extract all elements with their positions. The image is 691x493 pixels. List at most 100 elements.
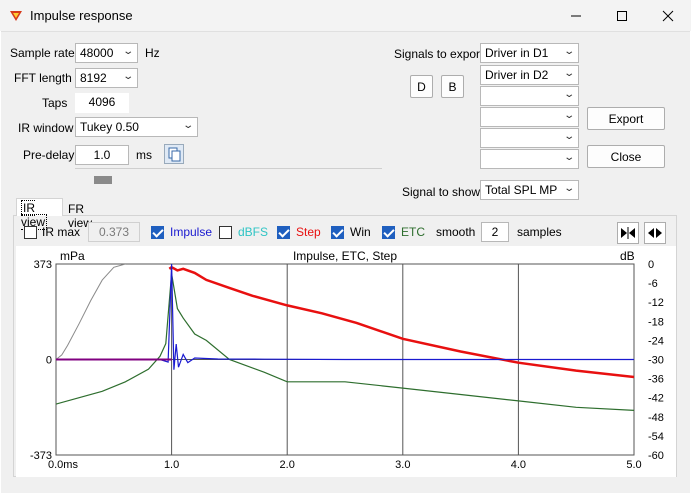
chevron-down-icon: ⌄ [562,110,575,121]
chevron-down-icon: ⌄ [562,152,575,163]
y-right-tick-label: -54 [648,431,664,443]
chevron-down-icon: ⌄ [562,68,575,79]
window-title: Impulse response [30,8,133,23]
y-right-tick-label: -24 [648,335,664,347]
taps-label: Taps [42,96,68,110]
maximize-button[interactable] [599,0,645,31]
signal-to-show-value: Total SPL MP [485,183,558,197]
fft-length-value: 8192 [80,71,107,85]
export-signal-select-1[interactable]: Driver in D1 ⌄ [480,43,579,63]
export-signal-select-5[interactable]: ⌄ [480,128,579,148]
y-right-tick-label: -42 [648,393,664,405]
ir-max-label: IR max [42,225,81,239]
dbfs-checkbox[interactable] [219,226,232,239]
signal-to-show-select[interactable]: Total SPL MP ⌄ [480,180,579,200]
y-left-tick-label: 0 [46,355,52,367]
minimize-icon [571,15,581,16]
series-win-line [56,264,126,360]
series-step-line [168,265,634,379]
app-icon [8,8,24,24]
fft-length-select[interactable]: 8192 ⌄ [75,68,138,88]
x-tick-label: 5.0 [626,459,641,471]
sample-rate-select[interactable]: 48000 ⌄ [75,43,138,63]
signal-to-show-label: Signal to show [402,185,481,199]
chevron-down-icon: ⌄ [181,120,194,131]
copy-button[interactable] [164,144,184,164]
tab-ir-view[interactable]: IR view [16,198,63,230]
etc-label: ETC [401,225,425,239]
close-icon [662,10,674,21]
signals-to-export-label: Signals to export [394,47,484,61]
y-right-tick-label: 0 [648,259,654,271]
sample-rate-label: Sample rate [10,46,75,60]
b-button[interactable]: B [441,75,464,98]
dbfs-label: dBFS [238,225,269,239]
d-button[interactable]: D [410,75,433,98]
tab-fr-view[interactable]: FR view [68,202,93,230]
chevron-down-icon: ⌄ [121,71,134,82]
step-label: Step [296,225,321,239]
zoom-in-time-button[interactable] [617,222,639,244]
y-right-tick-label: -18 [648,316,664,328]
pre-delay-field[interactable]: 1.0 [75,145,129,165]
win-checkbox[interactable] [331,226,344,239]
minimize-button[interactable] [553,0,599,31]
chevron-down-icon: ⌄ [562,89,575,100]
tab-label: IR view [21,200,48,230]
maximize-icon [617,10,627,21]
chart-title: Impulse, ETC, Step [293,249,397,263]
y-right-axis-label: dB [620,249,635,263]
ir-max-checkbox[interactable] [24,226,37,239]
x-tick-label: 0.0ms [48,459,78,471]
chevron-down-icon: ⌄ [562,46,575,57]
y-right-tick-label: -36 [648,374,664,386]
pre-delay-unit: ms [136,148,152,162]
y-left-axis-label: mPa [60,249,85,263]
export-signal-select-2[interactable]: Driver in D2 ⌄ [480,65,579,85]
slider-track[interactable] [75,168,382,169]
y-right-tick-label: -6 [648,278,658,290]
chevron-down-icon: ⌄ [562,131,575,142]
sample-rate-value: 48000 [80,46,114,60]
y-right-tick-label: -48 [648,412,664,424]
export-signal-select-3[interactable]: ⌄ [480,86,579,106]
x-tick-label: 2.0 [280,459,295,471]
close-button[interactable]: Close [587,145,665,168]
pre-delay-label: Pre-delay [23,148,75,162]
copy-icon [168,147,181,162]
ir-window-label: IR window [18,121,74,135]
slider-thumb[interactable] [94,176,112,184]
ir-max-field[interactable]: 0.373 [88,222,140,242]
y-left-tick-label: -373 [30,450,52,462]
etc-checkbox[interactable] [382,226,395,239]
export-signal-select-6[interactable]: ⌄ [480,149,579,169]
series-etc-line [56,273,634,411]
samples-label: samples [517,225,562,239]
x-tick-label: 3.0 [395,459,410,471]
arrows-inward-icon [621,227,635,239]
impulse-label: Impulse [170,225,213,239]
ir-window-select[interactable]: Tukey 0.50 ⌄ [75,117,198,137]
y-right-tick-label: -12 [648,297,664,309]
impulse-checkbox[interactable] [151,226,164,239]
smooth-label: smooth [436,225,476,239]
export-signal-value: Driver in D1 [485,46,549,60]
win-label: Win [350,225,371,239]
step-checkbox[interactable] [277,226,290,239]
x-tick-label: 1.0 [164,459,179,471]
taps-field[interactable]: 4096 [75,93,129,113]
y-right-tick-label: -60 [648,450,664,462]
y-left-tick-label: 373 [34,259,52,271]
zoom-out-time-button[interactable] [644,222,666,244]
export-button[interactable]: Export [587,107,665,130]
series-impulse-line [56,264,634,370]
sample-rate-unit: Hz [145,46,160,60]
export-signal-value: Driver in D2 [485,68,549,82]
y-right-tick-label: -30 [648,355,664,367]
fft-length-label: FFT length [14,71,72,85]
smooth-field[interactable]: 2 [481,222,509,242]
chevron-down-icon: ⌄ [121,46,134,57]
export-signal-select-4[interactable]: ⌄ [480,107,579,127]
close-window-button[interactable] [645,0,691,31]
